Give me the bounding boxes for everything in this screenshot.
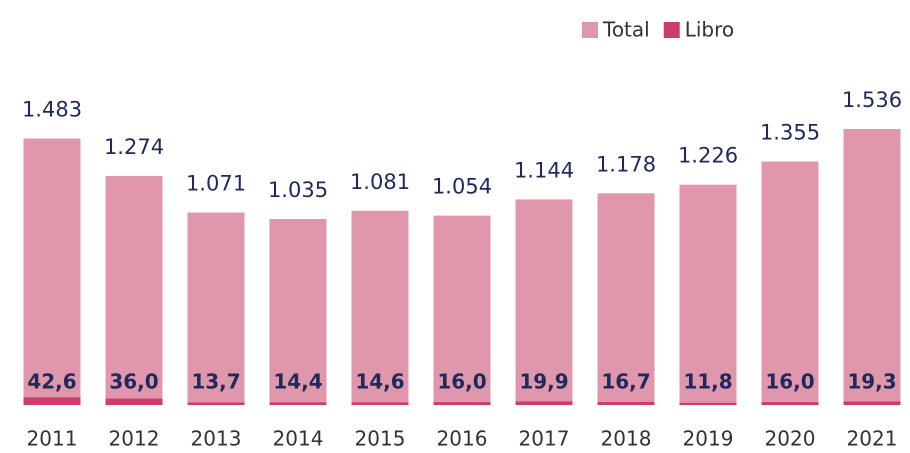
value-label: 1.035 bbox=[268, 178, 328, 202]
x-tick-label: 2018 bbox=[601, 427, 652, 451]
bar bbox=[761, 402, 819, 405]
bar bbox=[187, 402, 245, 405]
bar bbox=[433, 215, 491, 405]
x-tick-label: 2013 bbox=[191, 427, 242, 451]
bar bbox=[679, 184, 737, 405]
legend-swatch bbox=[663, 22, 680, 38]
value-label: 1.226 bbox=[678, 144, 738, 168]
bar bbox=[761, 161, 819, 405]
bar bbox=[597, 193, 655, 405]
value-label: 1.054 bbox=[432, 175, 492, 199]
value-label: 1.144 bbox=[514, 158, 574, 182]
x-tick-label: 2016 bbox=[437, 427, 488, 451]
x-tick-label: 2015 bbox=[355, 427, 406, 451]
bar bbox=[351, 402, 409, 405]
bar bbox=[269, 402, 327, 405]
value-label: 1.483 bbox=[22, 98, 82, 122]
x-tick-label: 2021 bbox=[847, 427, 898, 451]
x-tick-label: 2019 bbox=[683, 427, 734, 451]
value-label: 36,0 bbox=[109, 370, 158, 394]
bar bbox=[23, 397, 81, 405]
value-label: 14,6 bbox=[355, 370, 404, 394]
value-label: 1.536 bbox=[842, 88, 902, 112]
legend-label: Total bbox=[602, 18, 650, 42]
x-tick-label: 2011 bbox=[27, 427, 78, 451]
bar bbox=[23, 138, 81, 405]
bar bbox=[679, 402, 737, 405]
value-label: 42,6 bbox=[27, 370, 76, 394]
legend-swatch bbox=[582, 22, 598, 38]
value-label: 19,9 bbox=[519, 370, 568, 394]
bar bbox=[843, 129, 901, 405]
value-label: 16,0 bbox=[437, 370, 486, 394]
legend-label: Libro bbox=[685, 18, 734, 42]
bar bbox=[351, 210, 409, 405]
x-tick-label: 2017 bbox=[519, 427, 570, 451]
x-tick-label: 2012 bbox=[109, 427, 160, 451]
x-tick-label: 2020 bbox=[765, 427, 816, 451]
bar bbox=[269, 219, 327, 405]
bar bbox=[187, 212, 245, 405]
bar bbox=[433, 402, 491, 405]
value-label: 19,3 bbox=[847, 370, 896, 394]
value-label: 14,4 bbox=[273, 370, 322, 394]
value-label: 11,8 bbox=[683, 370, 732, 394]
x-tick-label: 2014 bbox=[273, 427, 324, 451]
bar bbox=[843, 401, 901, 405]
value-label: 1.178 bbox=[596, 152, 656, 176]
value-label: 1.071 bbox=[186, 172, 246, 196]
value-label: 1.355 bbox=[760, 121, 820, 145]
value-label: 1.274 bbox=[104, 135, 164, 159]
bar bbox=[515, 401, 573, 405]
bar bbox=[105, 176, 163, 405]
value-label: 16,7 bbox=[601, 370, 650, 394]
value-label: 16,0 bbox=[765, 370, 814, 394]
value-label: 1.081 bbox=[350, 170, 410, 194]
bar bbox=[515, 199, 573, 405]
bar bbox=[597, 401, 655, 405]
bar bbox=[105, 398, 163, 405]
value-label: 13,7 bbox=[191, 370, 240, 394]
